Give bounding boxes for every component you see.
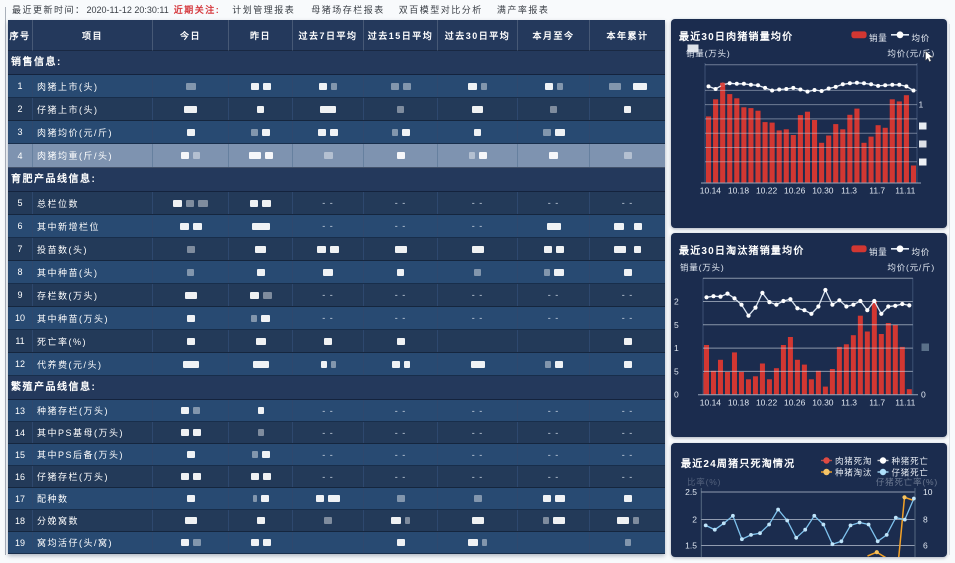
svg-text:10.26: 10.26 [784, 186, 806, 196]
svg-text:11.11: 11.11 [895, 398, 915, 408]
svg-text:2: 2 [692, 515, 697, 525]
svg-text:10.30: 10.30 [812, 186, 834, 196]
svg-text:11.3: 11.3 [841, 186, 857, 196]
svg-text:销量: 销量 [869, 247, 888, 257]
svg-text:肉猪死淘: 肉猪死淘 [835, 456, 872, 466]
svg-text:0: 0 [674, 390, 679, 400]
svg-text:11.3: 11.3 [841, 398, 857, 408]
svg-text:仔猪死亡率(%): 仔猪死亡率(%) [876, 477, 938, 487]
svg-text:10.18: 10.18 [728, 398, 750, 408]
svg-text:均价: 均价 [912, 33, 931, 43]
svg-text:11.11: 11.11 [895, 186, 915, 196]
svg-text:0: 0 [921, 390, 926, 400]
svg-text:11.7: 11.7 [869, 186, 885, 196]
svg-text:均价(元/斤): 均价(元/斤) [887, 263, 935, 273]
svg-text:10: 10 [923, 487, 933, 497]
svg-text:最近30日肉猪销量均价: 最近30日肉猪销量均价 [679, 30, 793, 43]
svg-text:10.18: 10.18 [728, 186, 750, 196]
svg-text:最近24周猪只死淘情况: 最近24周猪只死淘情况 [681, 457, 795, 470]
svg-text:1: 1 [674, 343, 679, 353]
svg-text:均价: 均价 [912, 247, 931, 257]
svg-text:1: 1 [919, 100, 924, 110]
svg-text:10.22: 10.22 [756, 398, 778, 408]
svg-text:11.7: 11.7 [869, 398, 885, 408]
svg-text:2: 2 [674, 297, 679, 307]
svg-text:2.5: 2.5 [685, 487, 697, 497]
svg-text:10.26: 10.26 [784, 398, 806, 408]
svg-text:10.22: 10.22 [756, 186, 778, 196]
svg-text:10.14: 10.14 [700, 186, 722, 196]
svg-text:5: 5 [674, 320, 679, 330]
svg-text:仔猪死亡: 仔猪死亡 [892, 468, 929, 478]
svg-text:种猪淘汰: 种猪淘汰 [835, 468, 872, 478]
svg-text:销量(万头): 销量(万头) [680, 263, 724, 273]
svg-text:均价(元/斤): 均价(元/斤) [887, 49, 935, 59]
svg-text:10.14: 10.14 [700, 398, 722, 408]
svg-text:最近30日淘汰猪销量均价: 最近30日淘汰猪销量均价 [679, 244, 805, 257]
svg-text:8: 8 [923, 515, 928, 525]
svg-text:10.30: 10.30 [812, 398, 834, 408]
svg-text:5: 5 [674, 366, 679, 376]
svg-text:6: 6 [923, 541, 928, 551]
svg-text:销量: 销量 [869, 33, 888, 43]
svg-text:销量(万头): 销量(万头) [686, 49, 730, 59]
svg-text:比率(%): 比率(%) [687, 477, 721, 487]
svg-text:1.5: 1.5 [685, 541, 697, 551]
svg-text:种猪死亡: 种猪死亡 [892, 456, 929, 466]
